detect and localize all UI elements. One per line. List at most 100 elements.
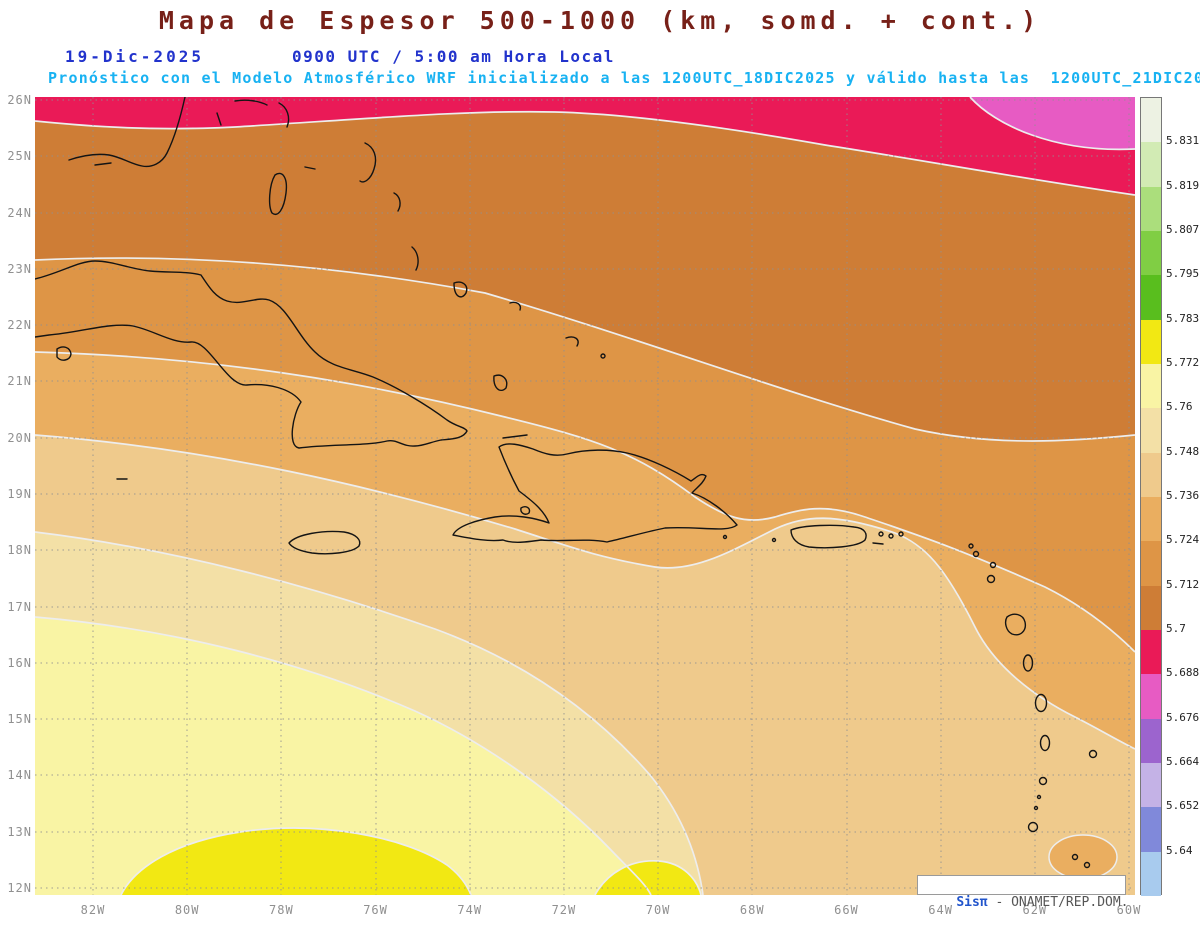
lat-label: 26N bbox=[7, 93, 32, 107]
lat-label: 23N bbox=[7, 261, 32, 276]
colorbar-segment bbox=[1141, 363, 1161, 409]
colorbar-segment bbox=[1141, 541, 1161, 586]
forecast-line: Pronóstico con el Modelo Atmosférico WRF… bbox=[48, 69, 1200, 87]
colorbar-label: 5.819 bbox=[1166, 178, 1200, 192]
virgin-island-2 bbox=[888, 533, 894, 539]
colorbar-segment bbox=[1141, 186, 1161, 231]
lon-label: 62W bbox=[1013, 903, 1057, 917]
colorbar-label: 5.676 bbox=[1166, 710, 1200, 724]
antigua bbox=[986, 574, 996, 584]
colorbar-label: 5.664 bbox=[1166, 755, 1200, 768]
colorbar-segment bbox=[1141, 629, 1161, 675]
mayaguana bbox=[509, 301, 522, 311]
colorbar-label: 5.772 bbox=[1166, 356, 1200, 369]
lat-label: 19N bbox=[7, 486, 32, 501]
lon-label: 70W bbox=[645, 903, 671, 917]
watermark: Sisπ - ONAMET/REP.DOM. bbox=[917, 875, 1129, 910]
grand-bahama bbox=[234, 99, 268, 106]
grid-lines bbox=[35, 97, 1135, 895]
florida-coastline bbox=[68, 97, 186, 168]
page-title: Mapa de Espesor 500-1000 (km, somd. + co… bbox=[158, 6, 1042, 35]
colorbar-segment bbox=[1141, 319, 1161, 364]
lon-label: 80W bbox=[174, 903, 200, 917]
lon-label: 64W bbox=[919, 903, 963, 917]
anguilla bbox=[968, 543, 974, 549]
colorbar-scale bbox=[1140, 97, 1162, 896]
lon-label: 60W bbox=[1116, 903, 1142, 917]
colorbar-label: 5.783 bbox=[1166, 311, 1200, 325]
colorbar-segment bbox=[1141, 452, 1161, 497]
colorbar-label: 5.64 bbox=[1166, 843, 1193, 857]
colorbar-segment bbox=[1141, 807, 1161, 852]
martinique bbox=[1034, 693, 1048, 713]
dominica bbox=[1022, 654, 1034, 672]
inagua-island bbox=[493, 374, 508, 392]
colorbar-segment bbox=[1141, 851, 1161, 896]
barbados bbox=[1088, 749, 1098, 759]
tortuga-island bbox=[502, 434, 528, 439]
lon-label: 66W bbox=[834, 903, 859, 917]
colorbar-segment bbox=[1141, 585, 1161, 630]
colorbar-label: 5.7 bbox=[1166, 622, 1186, 635]
bimini bbox=[216, 112, 222, 126]
lat-label: 15N bbox=[7, 712, 32, 727]
coastlines bbox=[35, 97, 1098, 869]
tobago-mark-2 bbox=[1083, 861, 1091, 869]
colorbar-segment bbox=[1141, 408, 1161, 453]
watermark-brand: Sisπ bbox=[956, 895, 988, 910]
colorbar-segment bbox=[1141, 275, 1161, 320]
grenadines-1 bbox=[1036, 794, 1042, 800]
cuba-coastline bbox=[35, 260, 468, 449]
colorbar-label: 5.831 bbox=[1166, 134, 1200, 148]
andros-island bbox=[268, 172, 288, 215]
watermark-text: - ONAMET/REP.DOM. bbox=[987, 895, 1129, 910]
caicos-islands bbox=[565, 336, 579, 347]
st-vincent bbox=[1038, 776, 1048, 786]
florida-keys bbox=[94, 162, 112, 166]
guadeloupe bbox=[1004, 613, 1027, 636]
southeast-orange-pocket bbox=[1048, 834, 1118, 880]
lon-label: 82W bbox=[80, 903, 106, 917]
lon-label: 78W bbox=[269, 903, 294, 917]
colorbar-segment bbox=[1141, 142, 1161, 187]
jamaica-coastline bbox=[288, 530, 361, 555]
colorbar-label: 5.807 bbox=[1166, 223, 1200, 236]
lat-label: 17N bbox=[7, 599, 32, 614]
lat-label: 14N bbox=[7, 768, 32, 783]
map-date: 19-Dic-2025 bbox=[65, 47, 204, 66]
lon-label: 72W bbox=[551, 903, 577, 917]
contour-lines bbox=[35, 97, 1135, 895]
vieques-island bbox=[872, 542, 884, 545]
colorbar-segment bbox=[1141, 762, 1161, 808]
lat-label: 24N bbox=[7, 205, 32, 220]
colorbar-label: 5.652 bbox=[1166, 799, 1200, 813]
virgin-island-3 bbox=[898, 531, 904, 537]
st-lucia bbox=[1039, 734, 1051, 752]
barbuda bbox=[989, 561, 997, 569]
lat-label: 13N bbox=[7, 824, 32, 839]
colorbar-label: 5.76 bbox=[1166, 400, 1193, 414]
colorbar-segment bbox=[1141, 230, 1161, 276]
puerto-rico-coastline bbox=[790, 524, 867, 549]
abaco-island bbox=[278, 102, 290, 128]
new-providence bbox=[304, 166, 316, 170]
colorbar-label: 5.795 bbox=[1166, 267, 1200, 281]
colorbar-label: 5.688 bbox=[1166, 666, 1200, 680]
lat-label: 22N bbox=[7, 318, 32, 333]
saona-island bbox=[722, 534, 728, 540]
colorbar-segment bbox=[1141, 496, 1161, 542]
lat-label: 20N bbox=[7, 430, 32, 445]
grenada bbox=[1027, 821, 1039, 833]
colorbar-label: 5.712 bbox=[1166, 577, 1200, 591]
lat-label: 21N bbox=[7, 374, 32, 389]
virgin-island-1 bbox=[878, 531, 884, 537]
hispaniola-coastline bbox=[452, 443, 738, 543]
colorbar-segment bbox=[1141, 98, 1161, 143]
lat-label: 18N bbox=[7, 543, 32, 558]
mona-island bbox=[771, 537, 777, 543]
tobago-mark-1 bbox=[1071, 853, 1079, 861]
lon-label: 74W bbox=[457, 903, 483, 917]
st-martin bbox=[972, 550, 980, 558]
colorbar-label: 5.736 bbox=[1166, 489, 1200, 502]
